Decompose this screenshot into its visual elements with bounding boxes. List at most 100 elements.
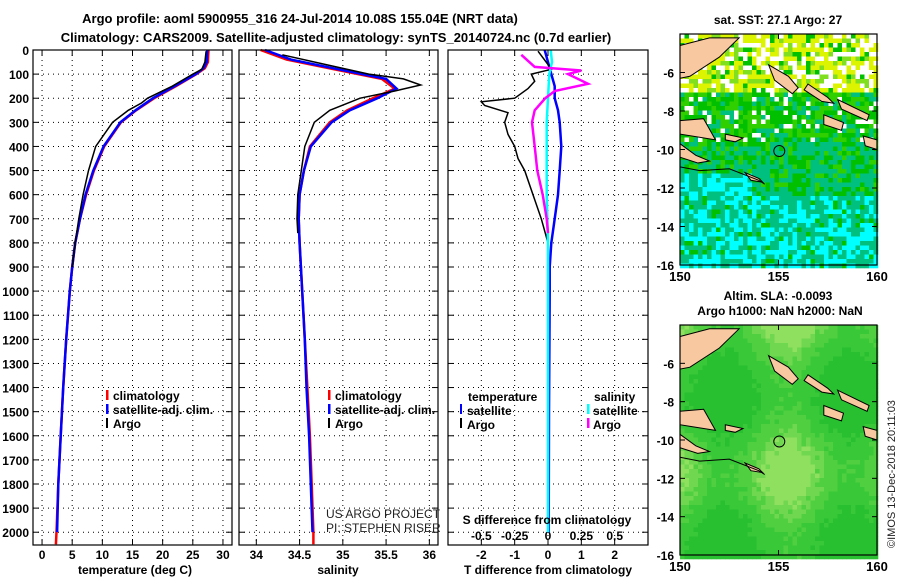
map-cell — [743, 245, 748, 251]
map-cell — [725, 406, 730, 411]
map-cell — [770, 374, 775, 380]
map-cell — [743, 209, 748, 215]
map-cell — [824, 254, 829, 260]
map-cell — [738, 356, 744, 362]
map-cell — [824, 74, 829, 80]
map-cell — [783, 419, 789, 425]
map-cell — [698, 83, 703, 89]
map-cell — [720, 110, 726, 116]
map-cell — [837, 541, 843, 546]
map-cell — [743, 514, 748, 519]
map-cell — [810, 43, 816, 48]
map-cell — [747, 169, 753, 174]
map-cell — [833, 200, 838, 206]
map-cell — [842, 254, 847, 260]
map-cell — [819, 509, 825, 515]
map-cell — [842, 527, 847, 533]
map-cell — [743, 250, 748, 255]
map-cell — [824, 151, 829, 156]
map-cell — [761, 455, 766, 461]
map-cell — [761, 536, 766, 542]
map-cell — [720, 347, 726, 353]
map-cell — [711, 110, 717, 116]
map-cell — [720, 128, 726, 134]
map-cell — [797, 343, 802, 348]
map-cell — [869, 43, 874, 48]
map-cell — [725, 361, 730, 366]
map-cell — [725, 518, 730, 524]
map-cell — [738, 101, 744, 107]
map-cell — [698, 182, 703, 188]
map-cell — [792, 392, 798, 398]
map-cell — [756, 541, 762, 546]
map-cell — [833, 554, 838, 560]
map-cell — [842, 428, 847, 434]
map-cell — [770, 142, 775, 147]
map-cell — [756, 401, 762, 407]
map-cell — [783, 191, 789, 197]
map-cell — [770, 182, 775, 188]
map-cell — [770, 241, 775, 246]
map-cell — [680, 406, 685, 411]
map-cell — [860, 388, 865, 393]
map-cell — [860, 218, 865, 224]
y-tick-label: 100 — [9, 68, 29, 82]
map-cell — [837, 334, 843, 339]
map-cell — [873, 392, 879, 398]
map-cell — [783, 352, 789, 357]
map-cell — [702, 532, 708, 537]
map-cell — [684, 160, 690, 165]
map-cell — [873, 200, 879, 206]
map-cell — [864, 263, 870, 269]
map-cell — [828, 509, 834, 515]
map-cell — [734, 410, 739, 416]
map-cell — [680, 329, 685, 335]
map-cell — [738, 388, 744, 393]
map-cell — [684, 205, 690, 210]
map-cell — [729, 550, 735, 555]
map-cell — [788, 241, 793, 246]
map-cell — [792, 241, 798, 246]
map-cell — [837, 92, 843, 98]
map-cell — [693, 397, 699, 402]
map-cell — [711, 79, 717, 84]
map-cell — [707, 397, 712, 402]
map-cell — [743, 227, 748, 233]
map-cell — [846, 550, 852, 555]
map-cell — [729, 187, 735, 192]
map-cell — [707, 500, 712, 506]
map-cell — [738, 469, 744, 474]
map-cell — [846, 245, 852, 251]
map-cell — [851, 146, 856, 152]
map-cell — [815, 34, 820, 39]
map-cell — [684, 83, 690, 89]
map-cell — [720, 397, 726, 402]
map-cell — [711, 545, 717, 551]
map-cell — [869, 223, 874, 228]
map-cell — [747, 137, 753, 143]
map-cell — [765, 406, 771, 411]
map-cell — [711, 536, 717, 542]
map-cell — [851, 356, 856, 362]
map-cell — [765, 343, 771, 348]
map-cell — [860, 133, 865, 138]
map-cell — [774, 338, 780, 344]
map-cell — [846, 182, 852, 188]
map-cell — [716, 56, 721, 62]
map-cell — [680, 383, 685, 389]
map-cell — [702, 209, 708, 215]
map-cell — [693, 101, 699, 107]
salinity-legend: climatology satellite-adj. clim. Argo — [328, 389, 435, 431]
map-cell — [824, 178, 829, 183]
map-cell — [783, 401, 789, 407]
map-cell — [743, 401, 748, 407]
map-cell — [747, 509, 753, 515]
map-cell — [851, 478, 856, 483]
map-cell — [680, 133, 685, 138]
map-cell — [774, 550, 780, 555]
map-cell — [720, 361, 726, 366]
map-cell — [765, 482, 771, 488]
map-cell — [797, 523, 802, 528]
map-cell — [702, 451, 708, 456]
map-cell — [851, 541, 856, 546]
